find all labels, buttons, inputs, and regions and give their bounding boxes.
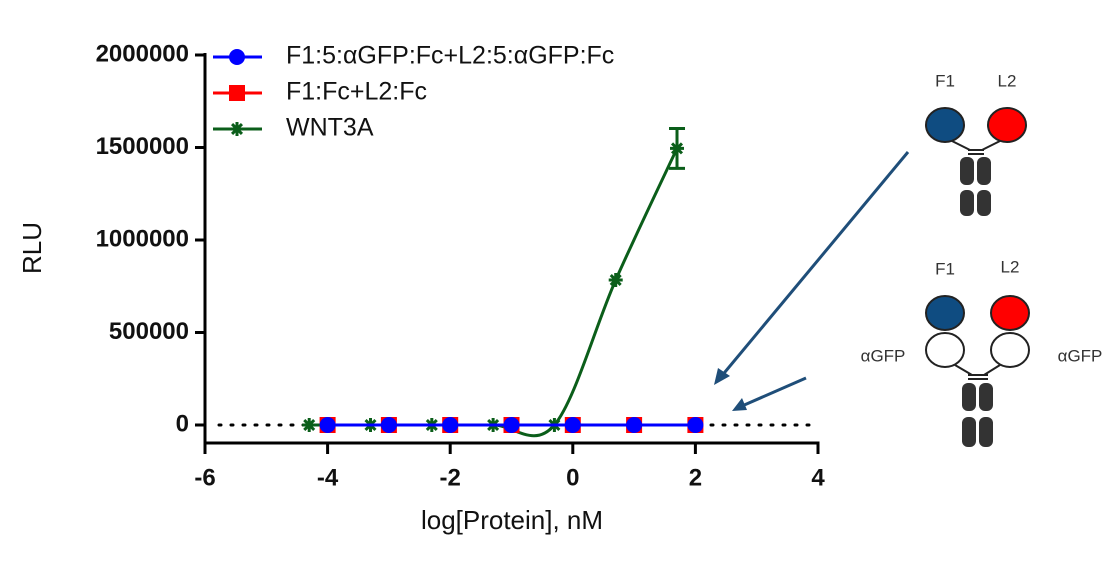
y-tick-label: 1500000 — [96, 133, 189, 160]
arrow-head — [732, 398, 747, 411]
hinge — [954, 364, 1001, 380]
marker — [302, 418, 317, 432]
marker — [687, 417, 704, 433]
x-tick-label: -4 — [317, 464, 339, 491]
y-axis-label: RLU — [17, 222, 47, 274]
arrow-head — [714, 368, 730, 385]
fc-chain — [962, 417, 976, 447]
x-tick-label: 4 — [811, 464, 825, 491]
x-tick-label: 0 — [566, 464, 579, 491]
fc-chain — [962, 383, 976, 411]
diagram-label: L2 — [1001, 257, 1020, 276]
legend-label: F1:Fc+L2:Fc — [286, 78, 427, 106]
y-tick-label: 1000000 — [96, 225, 189, 252]
series-line — [309, 147, 679, 438]
f1-domain — [925, 107, 965, 143]
marker — [670, 141, 685, 156]
diagram-label: αGFP — [861, 346, 906, 365]
x-axis-label: log[Protein], nM — [421, 505, 603, 535]
hinge — [951, 140, 1001, 155]
diagram-label: F1 — [935, 259, 955, 278]
legend-marker — [230, 122, 244, 136]
fc-chain — [979, 417, 993, 447]
marker — [380, 417, 397, 433]
agfp-domain — [990, 332, 1030, 368]
arrow — [741, 376, 807, 408]
marker — [319, 417, 336, 433]
legend-label: WNT3A — [286, 114, 374, 142]
marker — [503, 417, 520, 433]
l2-domain — [990, 295, 1030, 331]
y-tick-label: 2000000 — [96, 40, 189, 67]
fc-chain — [960, 190, 974, 216]
fc-chain — [979, 383, 993, 411]
marker — [564, 417, 581, 433]
legend-marker — [229, 49, 245, 65]
fc-chain — [960, 157, 974, 185]
agfp-domain — [925, 332, 965, 368]
diagram-label: L2 — [998, 71, 1017, 90]
diagram-label: F1 — [935, 71, 955, 90]
marker — [626, 417, 643, 433]
y-tick-label: 0 — [176, 410, 189, 437]
x-tick-label: 2 — [689, 464, 702, 491]
legend-label: F1:5:αGFP:Fc+L2:5:αGFP:Fc — [286, 42, 614, 70]
arrow — [718, 151, 910, 379]
marker — [442, 417, 459, 433]
x-tick-label: -2 — [440, 464, 461, 491]
y-tick-label: 500000 — [109, 318, 189, 345]
fc-chain — [977, 157, 991, 185]
diagram: F1 L2 F1 L2 αGFP αGFP — [714, 71, 1102, 447]
plot-area: 0 500000 1000000 1500000 2000000 -6 -4 -2 0 2 4 F1:… — [96, 40, 826, 491]
legend-marker — [229, 85, 245, 101]
fc-chain — [977, 190, 991, 216]
x-tick-label: -6 — [194, 464, 215, 491]
marker — [608, 272, 623, 287]
l2-domain — [987, 107, 1027, 143]
diagram-label: αGFP — [1058, 346, 1103, 365]
f1-domain — [925, 295, 965, 331]
